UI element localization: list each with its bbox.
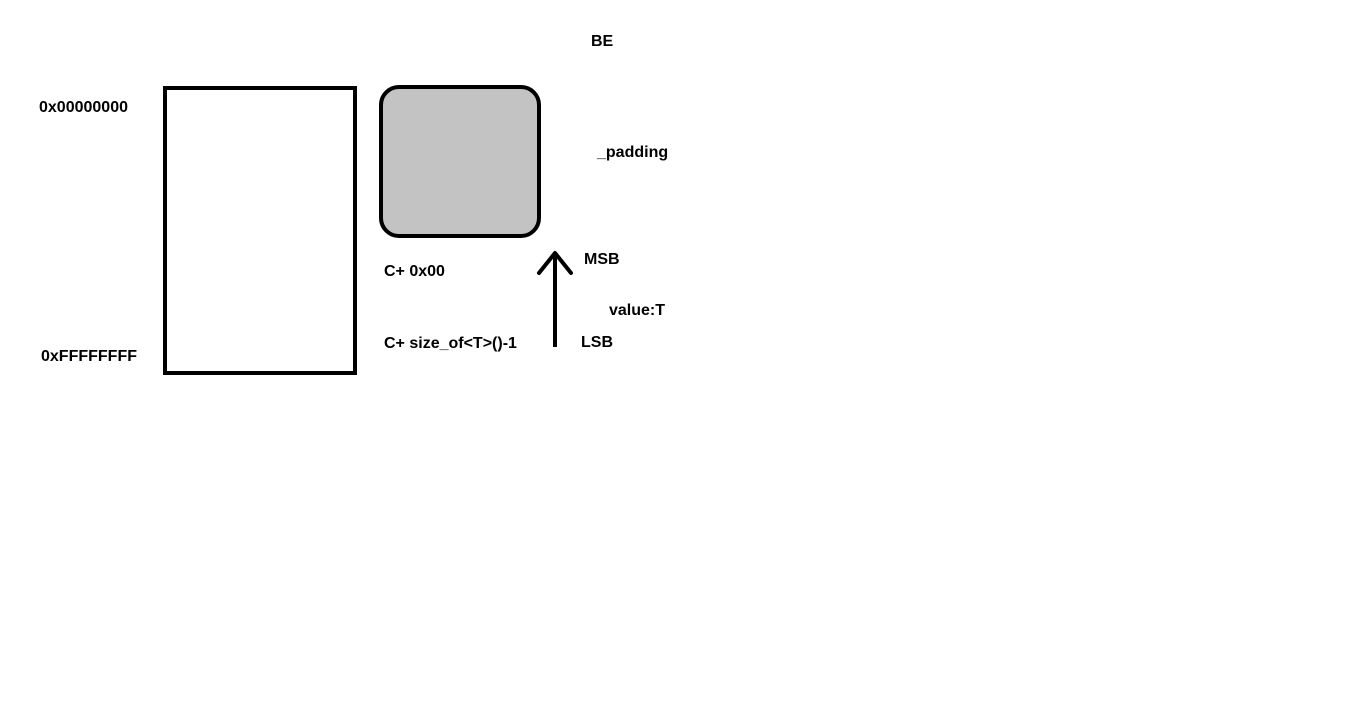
up-arrow-icon [537,251,573,347]
offset-first-label: C+ 0x00 [384,263,445,280]
padding-label: _padding [597,144,669,161]
msb-label: MSB [584,251,620,268]
start-address-label: 0x00000000 [39,99,128,116]
offset-last-label: C+ size_of<T>()-1 [384,335,517,352]
padding-block [379,85,541,238]
lsb-label: LSB [581,334,613,351]
end-address-label: 0xFFFFFFFF [41,348,137,365]
memory-block [163,86,357,375]
value-type-label: value:T [609,302,666,319]
endianness-title: BE [591,33,614,50]
arrow-head [537,251,573,275]
